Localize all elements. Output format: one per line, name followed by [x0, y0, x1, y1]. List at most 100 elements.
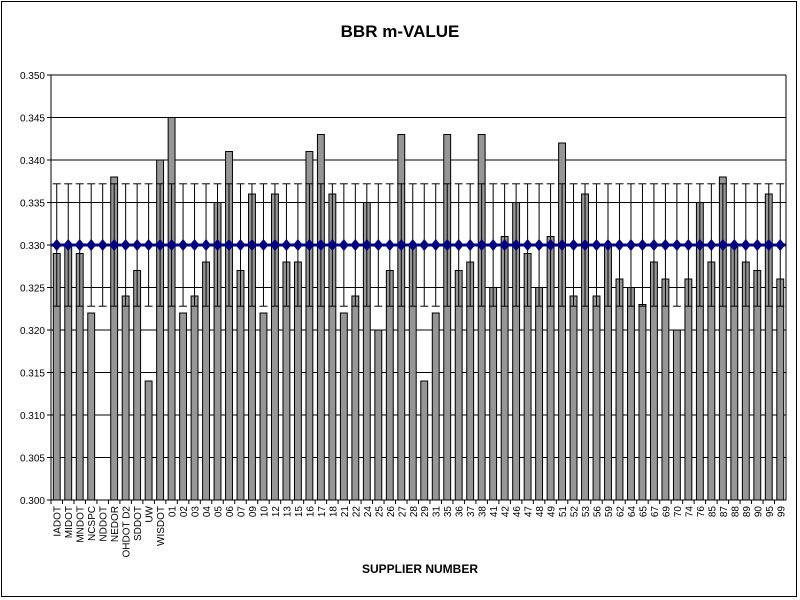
- average-marker: [350, 239, 361, 251]
- x-tick-label: 16: [305, 506, 316, 518]
- x-tick-label: NDDOT: [99, 506, 110, 542]
- x-tick-label: 90: [753, 506, 764, 518]
- chart-title: BBR m-VALUE: [340, 22, 460, 41]
- x-tick-label: 10: [259, 506, 270, 518]
- x-tick-label: IADOT: [53, 506, 64, 537]
- x-tick-label: 67: [650, 506, 661, 518]
- average-marker: [602, 239, 613, 251]
- x-tick-label: 41: [489, 506, 500, 518]
- x-tick-label: 99: [776, 506, 787, 518]
- average-marker: [706, 239, 717, 251]
- x-tick-label: 76: [696, 506, 707, 518]
- bar-65: [638, 304, 647, 501]
- average-marker: [246, 239, 257, 251]
- x-tick-label: 01: [168, 506, 179, 518]
- x-tick-label: OHDOT D2: [122, 506, 133, 558]
- average-marker: [235, 239, 246, 251]
- y-tick-label: 0.340: [20, 156, 45, 167]
- x-tick-label: 24: [363, 506, 374, 518]
- average-marker: [327, 239, 338, 251]
- x-tick-label: 36: [455, 506, 466, 518]
- x-tick-label: 05: [214, 506, 225, 518]
- y-tick-label: 0.315: [20, 369, 45, 380]
- average-marker: [568, 239, 579, 251]
- x-tick-label: NCSPC: [87, 506, 98, 541]
- bar-29: [420, 380, 429, 501]
- average-marker: [373, 239, 384, 251]
- average-marker: [511, 239, 522, 251]
- x-tick-label: 62: [615, 506, 626, 518]
- x-tick-label: 47: [524, 506, 535, 518]
- x-tick-label: 07: [236, 506, 247, 518]
- average-marker: [625, 239, 636, 251]
- x-tick-label: 88: [730, 506, 741, 518]
- x-tick-label: 06: [225, 506, 236, 518]
- x-tick-label: 15: [294, 506, 305, 518]
- x-tick-label: 53: [581, 506, 592, 518]
- bar-02: [179, 312, 188, 501]
- x-tick-label: 27: [397, 506, 408, 518]
- bar-99: [776, 278, 785, 501]
- x-tick-label: MIDOT: [64, 506, 75, 538]
- x-tick-label: 09: [248, 506, 259, 518]
- y-tick-label: 0.345: [20, 114, 45, 125]
- x-tick-label: 87: [719, 506, 730, 518]
- x-tick-label: 17: [317, 506, 328, 518]
- average-marker: [155, 239, 166, 251]
- average-marker: [580, 239, 591, 251]
- average-marker: [361, 239, 372, 251]
- average-marker: [281, 239, 292, 251]
- average-marker: [63, 239, 74, 251]
- bar-21: [339, 312, 348, 501]
- x-tick-label: 69: [661, 506, 672, 518]
- average-marker: [120, 239, 131, 251]
- average-marker: [614, 239, 625, 251]
- bar-69: [661, 278, 670, 501]
- bar-48: [535, 287, 544, 501]
- bar-25: [374, 329, 383, 501]
- x-tick-label: 25: [374, 506, 385, 518]
- average-marker: [545, 239, 556, 251]
- average-marker: [396, 239, 407, 251]
- bar-70: [672, 329, 681, 501]
- average-marker: [258, 239, 269, 251]
- average-marker: [442, 239, 453, 251]
- average-marker: [729, 239, 740, 251]
- average-marker: [499, 239, 510, 251]
- average-marker: [51, 239, 62, 251]
- y-tick-label: 0.320: [20, 326, 45, 337]
- bar-62: [615, 278, 624, 501]
- x-tick-label: 18: [328, 506, 339, 518]
- x-tick-label: 89: [742, 506, 753, 518]
- x-tick-label: MNDOT: [76, 506, 87, 543]
- average-marker: [304, 239, 315, 251]
- x-tick-label: NEDOR: [110, 506, 121, 542]
- average-marker: [637, 239, 648, 251]
- average-marker: [488, 239, 499, 251]
- bar-uw: [144, 380, 153, 501]
- x-tick-label: 03: [191, 506, 202, 518]
- x-tick-label: 26: [386, 506, 397, 518]
- average-marker: [224, 239, 235, 251]
- x-tick-label: 12: [271, 506, 282, 518]
- bar-ncspc: [87, 312, 96, 501]
- x-tick-label: 70: [673, 506, 684, 518]
- average-marker: [212, 239, 223, 251]
- x-tick-label: 04: [202, 506, 213, 518]
- average-marker: [694, 239, 705, 251]
- bar-64: [627, 287, 635, 501]
- y-tick-label: 0.310: [20, 411, 45, 422]
- average-marker: [315, 239, 326, 251]
- x-tick-label: 85: [707, 506, 718, 518]
- bar-03: [190, 295, 199, 501]
- x-tick-label: 37: [466, 506, 477, 518]
- average-marker: [717, 239, 728, 251]
- average-marker: [292, 239, 303, 251]
- average-marker: [522, 239, 533, 251]
- x-tick-label: 52: [570, 506, 581, 518]
- average-marker: [534, 239, 545, 251]
- average-marker: [143, 239, 154, 251]
- average-marker: [109, 239, 120, 251]
- bar-01: [167, 117, 176, 501]
